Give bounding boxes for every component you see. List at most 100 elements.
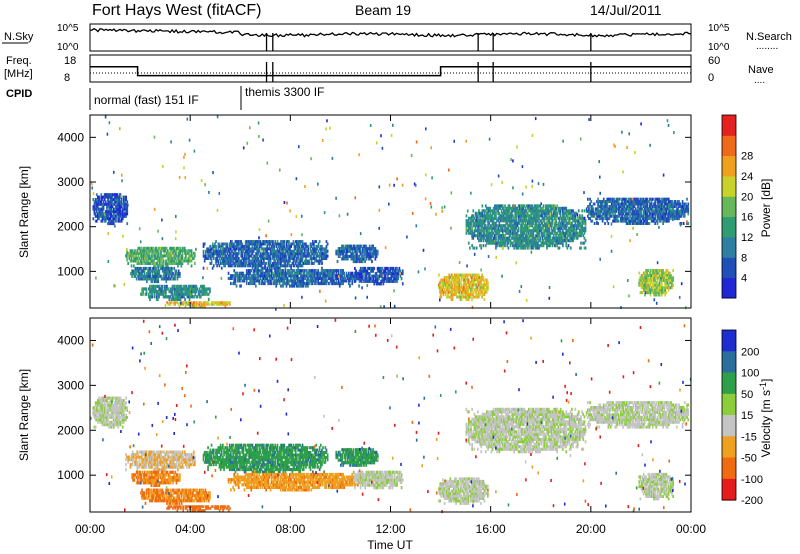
echo-cell [554, 211, 556, 215]
echo-cell [306, 269, 308, 273]
echo-cell [354, 274, 356, 278]
echo-cell [222, 301, 224, 304]
echo-cell [574, 224, 577, 228]
echo-cell [552, 204, 555, 208]
echo-cell [257, 264, 259, 268]
echo-cell [440, 280, 443, 284]
echo-cell [341, 274, 343, 278]
echo-cell [296, 279, 299, 283]
echo-cell [266, 269, 268, 273]
echo-cell [188, 256, 191, 260]
echo-cell [130, 256, 133, 260]
echo-cell [160, 246, 162, 250]
echo-cell [175, 246, 178, 250]
echo-cell [558, 219, 561, 223]
echo-cell [468, 293, 471, 297]
echo-cell [290, 284, 292, 288]
echo-cell [364, 247, 366, 251]
echo-cell [363, 247, 365, 251]
echo-cell [109, 214, 112, 218]
echo-cell [476, 280, 479, 284]
echo-cell [526, 244, 529, 248]
echo-cell [579, 216, 581, 220]
echo-cell [508, 229, 511, 233]
echo-cell [188, 295, 191, 299]
echo-cell [626, 200, 629, 204]
echo-cell [256, 276, 258, 280]
echo-cell [400, 277, 403, 281]
echo-cell [343, 279, 346, 283]
echo-cell [136, 259, 139, 263]
echo-cell [200, 301, 203, 304]
echo-cell [469, 216, 471, 220]
echo-cell [451, 293, 454, 297]
echo-cell [585, 207, 588, 211]
echo-cell [365, 252, 368, 256]
echo-cell [526, 204, 529, 208]
echo-cell [166, 254, 169, 258]
echo-cell [438, 283, 440, 287]
echo-cell [166, 256, 169, 260]
echo-cell [191, 256, 194, 260]
echo-cell [308, 254, 311, 258]
echo-cell [340, 276, 342, 280]
echo-cell [163, 274, 165, 278]
echo-cell [107, 205, 109, 209]
echo-cell [401, 282, 404, 286]
echo-cell [496, 224, 498, 228]
echo-cell [620, 209, 622, 213]
echo-cell [131, 249, 134, 253]
echo-cell [272, 264, 274, 268]
echo-cell [481, 293, 483, 297]
echo-cell [282, 257, 285, 260]
echo-cell [240, 271, 242, 275]
echo-cell [569, 236, 572, 240]
echo-cell [556, 241, 558, 245]
echo-cell [165, 284, 167, 288]
echo-cell [257, 279, 259, 283]
echo-cell [486, 206, 488, 210]
echo-cell [460, 283, 463, 287]
echo-cell [258, 264, 261, 268]
echo-cell [475, 229, 478, 233]
echo-cell [249, 242, 252, 246]
echo-cell [240, 276, 242, 280]
echo-cell [164, 266, 166, 271]
echo-cell [528, 241, 530, 245]
echo-cell [484, 283, 487, 287]
echo-cell [452, 288, 455, 292]
echo-cell [118, 205, 121, 209]
echo-cell [617, 207, 620, 211]
echo-cell [365, 274, 368, 278]
echo-cell [341, 257, 343, 261]
echo-cell [389, 277, 392, 281]
echo-cell [621, 214, 623, 218]
echo-cell [364, 252, 366, 256]
echo-cell [138, 272, 140, 276]
echo-cell [179, 259, 181, 263]
echo-cell [622, 219, 624, 223]
echo-cell [306, 271, 308, 275]
echo-cell [157, 246, 160, 250]
echo-cell [363, 249, 365, 253]
echo-cell [195, 295, 198, 299]
echo-cell [350, 271, 352, 275]
echo-cell [547, 209, 549, 213]
echo-cell [174, 290, 176, 294]
echo-cell [358, 259, 361, 264]
echo-cell [530, 216, 532, 220]
echo-cell [358, 284, 360, 288]
echo-cell [268, 254, 271, 258]
echo-cell [369, 257, 372, 261]
echo-cell [547, 216, 549, 220]
echo-cell [164, 274, 166, 278]
echo-cell [516, 244, 519, 248]
echo-cell [273, 276, 275, 280]
echo-cell [95, 205, 98, 209]
echo-cell [151, 269, 154, 273]
echo-cell [172, 249, 175, 253]
echo-cell [131, 251, 134, 255]
echo-cell [540, 221, 543, 225]
echo-cell [215, 303, 218, 306]
echo-cell [523, 211, 526, 215]
